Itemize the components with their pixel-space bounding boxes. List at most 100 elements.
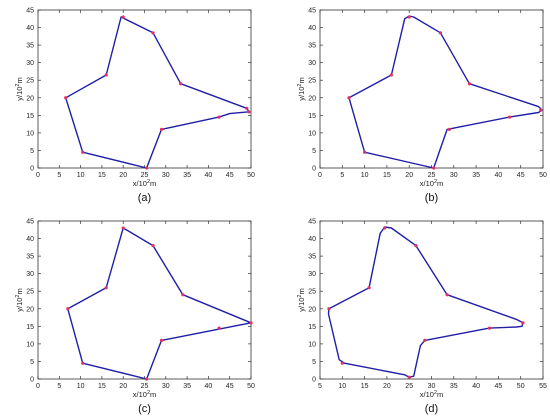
waypoint-marker	[407, 15, 411, 19]
x-tick-label: 35	[450, 383, 458, 390]
x-axis-label: x/102m	[420, 390, 444, 399]
y-tick-label: 0	[312, 166, 316, 173]
x-tick-label: 5	[318, 383, 322, 390]
x-tick-label: 10	[77, 172, 85, 179]
x-tick-label: 50	[247, 383, 255, 390]
y-tick-label: 0	[30, 377, 34, 384]
x-tick-label: 30	[450, 172, 458, 179]
y-tick-label: 30	[308, 60, 316, 67]
x-tick-label: 15	[383, 172, 391, 179]
waypoint-marker	[245, 106, 249, 110]
y-tick-label: 0	[30, 166, 34, 173]
route-line	[327, 226, 524, 378]
waypoint-marker	[159, 127, 164, 131]
chart-panel: 0 5 10 15 20 25 30 35 40 45 50 0 5 10 15 20 25 30 35 40 45 x/…	[15, 219, 255, 416]
x-tick-label: 25	[405, 383, 413, 390]
y-tick-label: 35	[26, 254, 34, 261]
route-line	[348, 15, 543, 169]
x-tick-label: 50	[517, 383, 525, 390]
waypoint-marker	[151, 243, 155, 248]
y-tick-label: 40	[26, 25, 34, 32]
y-tick-label: 40	[26, 236, 34, 243]
waypoint-marker	[507, 115, 512, 119]
chart-panel: 0 5 10 15 20 25 30 35 40 45 50 0 5 10 15 20 25 30 35 40 45 x/…	[297, 8, 547, 205]
waypoint-marker	[327, 307, 331, 311]
x-tick-label: 0	[36, 383, 40, 390]
x-tick-label: 0	[36, 172, 40, 179]
waypoint-marker	[447, 127, 451, 131]
y-tick-label: 40	[308, 236, 316, 243]
waypoint-marker	[121, 226, 125, 230]
y-tick-label: 45	[308, 219, 316, 226]
waypoint-marker	[521, 321, 525, 325]
y-tick-label: 5	[30, 359, 34, 366]
x-tick-label: 5	[340, 172, 344, 179]
waypoint-marker	[438, 31, 443, 35]
panel-caption: (d)	[425, 403, 438, 415]
waypoint-marker	[539, 108, 543, 112]
x-tick-label: 40	[472, 383, 480, 390]
waypoint-marker	[145, 166, 149, 170]
y-tick-label: 20	[308, 95, 316, 102]
y-tick-label: 45	[26, 219, 34, 226]
x-tick-label: 10	[338, 383, 346, 390]
route-line	[65, 16, 250, 169]
waypoint-marker	[340, 361, 344, 365]
x-tick-label: 45	[517, 172, 525, 179]
y-tick-label: 30	[26, 271, 34, 278]
y-axis-label: y/102m	[297, 77, 306, 101]
x-tick-label: 55	[539, 383, 547, 390]
waypoint-marker	[81, 361, 85, 365]
y-tick-label: 15	[308, 113, 316, 120]
x-tick-label: 25	[428, 172, 436, 179]
y-tick-label: 35	[308, 43, 316, 50]
x-tick-label: 15	[98, 172, 106, 179]
y-tick-label: 5	[30, 148, 34, 155]
y-tick-label: 45	[308, 8, 316, 15]
y-tick-label: 25	[308, 78, 316, 85]
plot-frame	[319, 220, 544, 380]
x-tick-label: 35	[183, 383, 191, 390]
x-tick-label: 30	[428, 383, 436, 390]
x-axis-label: x/102m	[133, 179, 157, 188]
x-tick-label: 20	[405, 172, 413, 179]
waypoint-marker	[363, 150, 367, 154]
x-tick-label: 45	[495, 383, 503, 390]
y-tick-label: 10	[26, 341, 34, 348]
x-tick-label: 40	[205, 172, 213, 179]
panel-caption: (b)	[425, 192, 438, 204]
y-tick-label: 20	[308, 306, 316, 313]
waypoint-marker	[389, 73, 393, 77]
y-axis-label: y/102m	[15, 288, 24, 312]
y-tick-label: 10	[26, 130, 34, 137]
y-tick-label: 45	[26, 8, 34, 15]
x-tick-label: 50	[539, 172, 547, 179]
x-tick-label: 25	[141, 383, 149, 390]
x-tick-label: 10	[361, 172, 369, 179]
x-axis-label: x/102m	[133, 390, 157, 399]
x-tick-label: 45	[226, 383, 234, 390]
x-tick-label: 20	[119, 172, 127, 179]
waypoint-marker	[104, 286, 108, 290]
y-tick-label: 25	[26, 78, 34, 85]
x-tick-label: 45	[226, 172, 234, 179]
x-tick-label: 35	[183, 172, 191, 179]
y-tick-label: 10	[308, 130, 316, 137]
waypoint-marker	[432, 166, 436, 170]
y-tick-label: 0	[312, 377, 316, 384]
waypoint-marker	[423, 338, 427, 342]
x-tick-label: 20	[119, 383, 127, 390]
y-tick-label: 30	[308, 271, 316, 278]
y-tick-label: 40	[308, 25, 316, 32]
waypoint-marker	[383, 226, 387, 230]
x-tick-label: 40	[495, 172, 503, 179]
x-tick-label: 25	[141, 172, 149, 179]
x-tick-label: 30	[162, 172, 170, 179]
waypoint-marker	[247, 110, 251, 114]
x-tick-label: 15	[361, 383, 369, 390]
waypoint-marker	[249, 321, 253, 325]
chart-panel: 0 5 10 15 20 25 30 35 40 45 50 0 5 10 15 20 25 30 35 40 45 x/…	[15, 8, 255, 205]
y-axis-label: y/102m	[15, 77, 24, 101]
y-tick-label: 25	[26, 289, 34, 296]
